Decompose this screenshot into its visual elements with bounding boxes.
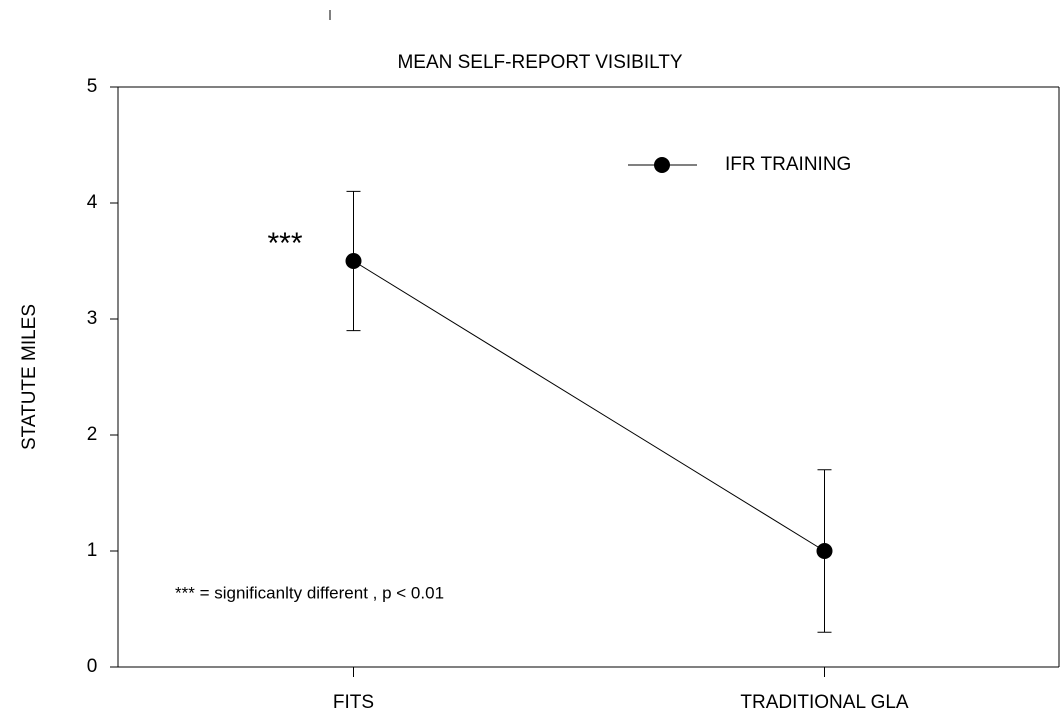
x-tick-label: TRADITIONAL GLA bbox=[740, 692, 909, 713]
line bbox=[353, 260, 825, 552]
y-axis-label: STATUTE MILES bbox=[19, 304, 40, 450]
y-tick-label: 5 bbox=[87, 76, 98, 97]
marker bbox=[816, 543, 833, 559]
legend-label: IFR TRAINING bbox=[725, 154, 851, 175]
y-tick-label: 2 bbox=[87, 424, 98, 445]
y-tick-label: 3 bbox=[87, 308, 98, 329]
x-tick-label: FITS bbox=[333, 692, 374, 713]
significance-mark: *** bbox=[267, 227, 302, 260]
legend-marker bbox=[654, 157, 670, 173]
chart-title: MEAN SELF-REPORT VISIBILTY bbox=[397, 52, 682, 73]
y-tick-label: 4 bbox=[87, 192, 98, 213]
y-tick-label: 0 bbox=[87, 656, 98, 677]
footnote: *** = significanlty different , p < 0.01 bbox=[175, 583, 444, 602]
y-tick-label: 1 bbox=[87, 540, 98, 561]
marker bbox=[345, 253, 362, 269]
